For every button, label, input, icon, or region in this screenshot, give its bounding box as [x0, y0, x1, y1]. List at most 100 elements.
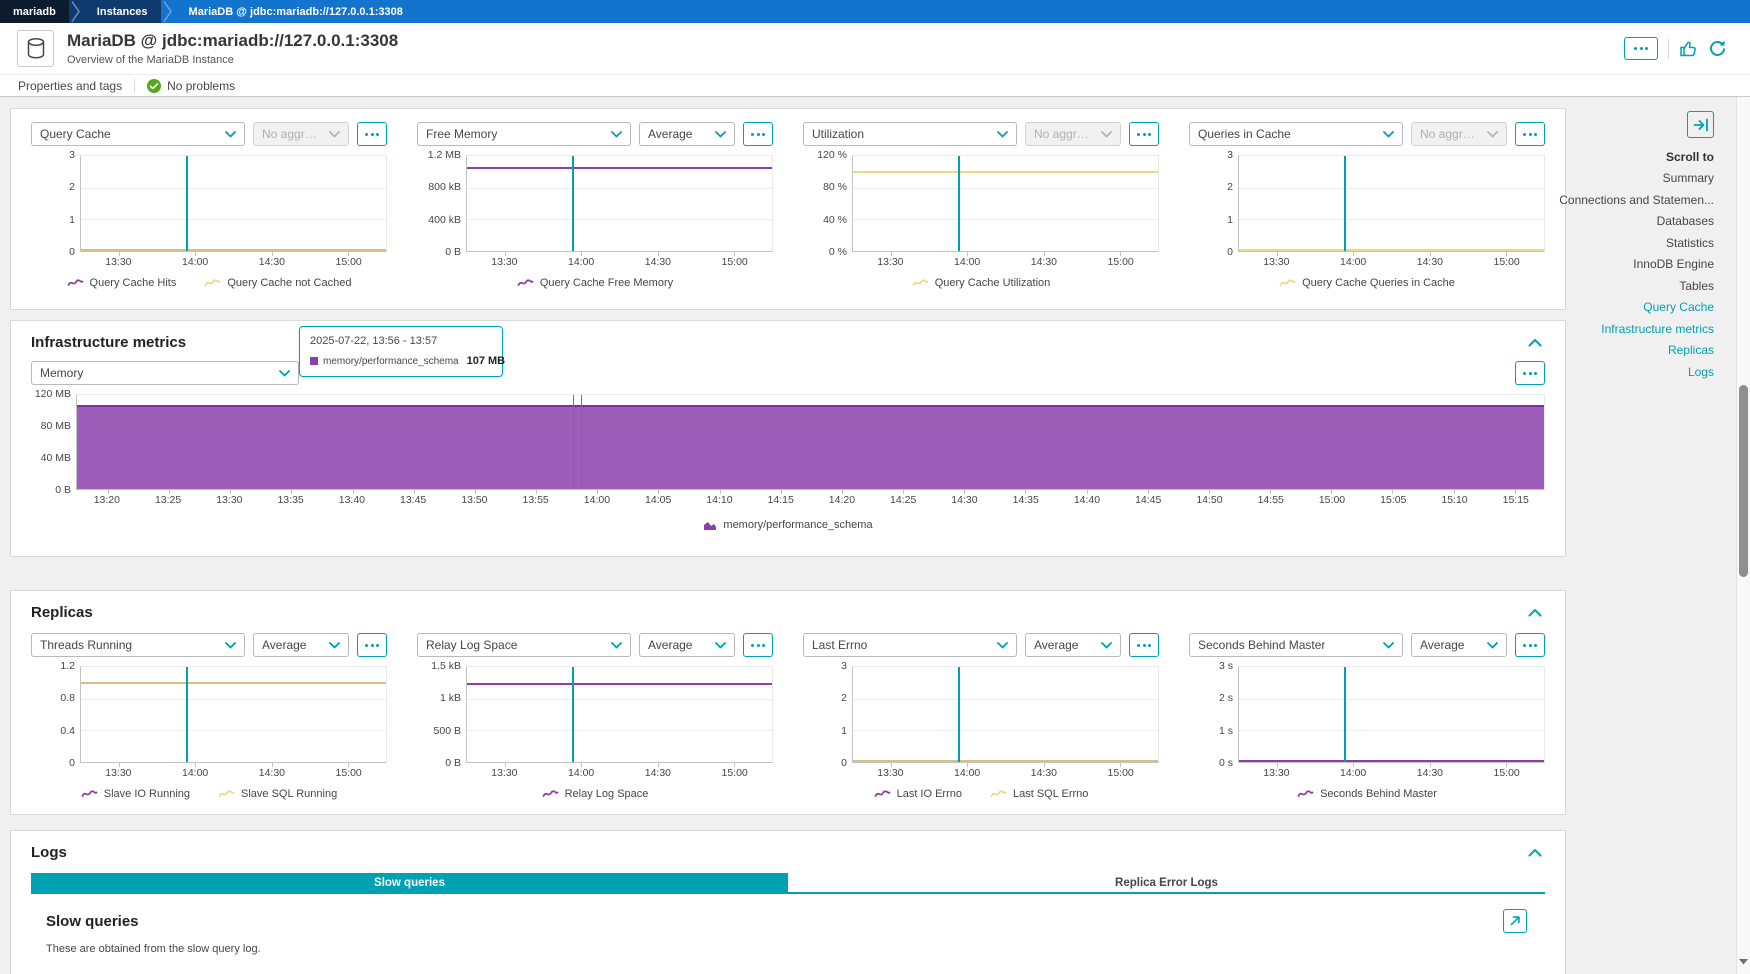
breadcrumb-item-mariadb[interactable]: mariadb — [0, 0, 69, 23]
scroll-nav-item[interactable]: Summary — [1662, 171, 1714, 185]
scroll-nav-item[interactable]: Query Cache — [1643, 300, 1714, 314]
collapse-section-button[interactable] — [1525, 605, 1545, 620]
scroll-nav-item[interactable]: Infrastructure metrics — [1601, 321, 1714, 336]
x-axis-label: 15:00 — [1493, 767, 1520, 779]
aggregation-select[interactable]: Average — [639, 633, 735, 657]
infrastructure-chart-plot[interactable] — [76, 394, 1545, 494]
legend-item[interactable]: Query Cache Queries in Cache — [1279, 277, 1455, 289]
more-button[interactable] — [1515, 633, 1545, 657]
legend-label: Last SQL Errno — [1013, 788, 1089, 800]
metric-select[interactable]: Relay Log Space — [417, 633, 631, 657]
axis-tick — [474, 490, 476, 494]
vertical-scrollbar[interactable] — [1736, 97, 1750, 974]
time-cursor — [186, 156, 189, 251]
chart-plot[interactable] — [852, 666, 1159, 767]
metric-select[interactable]: Last Errno — [803, 633, 1017, 657]
more-button[interactable] — [357, 633, 387, 657]
aggregation-select[interactable]: Average — [639, 122, 735, 146]
more-button[interactable] — [743, 122, 773, 146]
metric-tile: Utilization No aggregati... 120 % 80 % 40 % 0… — [803, 122, 1159, 289]
more-button[interactable] — [1624, 37, 1658, 60]
y-axis-label: 0 B — [445, 757, 461, 769]
breadcrumb-item-current[interactable]: MariaDB @ jdbc:mariadb://127.0.0.1:3308 — [188, 5, 403, 18]
no-problems-status[interactable]: No problems — [147, 78, 235, 93]
more-button[interactable] — [1515, 361, 1545, 385]
breadcrumb-item-instances[interactable]: Instances — [83, 0, 161, 23]
aggregation-select[interactable]: Average — [1025, 633, 1121, 657]
breadcrumb: mariadb Instances MariaDB @ jdbc:mariadb… — [0, 0, 1750, 23]
legend-item[interactable]: Slave SQL Running — [218, 788, 337, 800]
scroll-nav-item[interactable]: Replicas — [1667, 343, 1714, 357]
tab-slow-queries[interactable]: Slow queries — [31, 873, 788, 894]
gridline — [853, 219, 1158, 221]
collapse-section-button[interactable] — [1525, 335, 1545, 350]
ellipsis-icon — [1523, 132, 1537, 136]
legend-label: Relay Log Space — [564, 788, 649, 800]
more-button[interactable] — [743, 633, 773, 657]
axis-tick — [891, 763, 893, 767]
chart-plot[interactable] — [1238, 666, 1545, 767]
more-button[interactable] — [1129, 122, 1159, 146]
refresh-icon[interactable] — [1708, 39, 1727, 58]
time-cursor — [580, 395, 583, 489]
scroll-nav-item[interactable]: Logs — [1687, 364, 1714, 379]
axis-tick — [1505, 763, 1507, 767]
chart-plot[interactable] — [1238, 155, 1545, 256]
collapse-panel-button[interactable] — [1687, 111, 1714, 138]
axis-tick — [733, 252, 735, 256]
check-circle-icon — [147, 78, 162, 93]
legend-label: Slave IO Running — [103, 788, 190, 800]
chart-plot[interactable] — [80, 666, 387, 767]
metric-select[interactable]: Utilization — [803, 122, 1017, 146]
aggregation-select[interactable]: Average — [253, 633, 349, 657]
time-cursor — [572, 667, 575, 762]
aggregation-select[interactable]: Average — [1411, 633, 1507, 657]
open-in-new-window-button[interactable] — [1503, 909, 1527, 933]
more-button[interactable] — [1129, 633, 1159, 657]
select-value: No aggregati... — [262, 127, 323, 141]
scroll-nav-item[interactable]: Connections and Statemen... — [1559, 192, 1714, 207]
chart-plot[interactable] — [80, 155, 387, 256]
scroll-nav-item[interactable]: InnoDB Engine — [1633, 257, 1714, 271]
metric-select[interactable]: Queries in Cache — [1189, 122, 1403, 146]
legend-item[interactable]: Seconds Behind Master — [1297, 788, 1437, 800]
chevron-down-icon — [1383, 641, 1394, 649]
legend-item[interactable]: Last SQL Errno — [990, 788, 1088, 800]
collapse-section-button[interactable] — [1525, 845, 1545, 860]
memory-metric-select[interactable]: Memory — [31, 361, 299, 385]
scroll-nav-item[interactable]: Tables — [1679, 278, 1714, 293]
scrollbar-thumb[interactable] — [1739, 385, 1748, 577]
metric-tile: Queries in Cache No aggregati... 3 2 1 0 13:30… — [1189, 122, 1545, 289]
more-button[interactable] — [357, 122, 387, 146]
chart-plot[interactable] — [466, 666, 773, 767]
chart-plot[interactable] — [852, 155, 1159, 256]
legend-label: Slave SQL Running — [241, 788, 338, 800]
scroll-nav-item[interactable]: Statistics — [1665, 235, 1714, 250]
metric-tile: Query Cache No aggregati... 3 2 1 0 13:30 14:00… — [31, 122, 387, 289]
legend-item[interactable]: Query Cache not Cached — [204, 277, 351, 289]
metric-select[interactable]: Free Memory — [417, 122, 631, 146]
axis-tick — [107, 490, 109, 494]
x-axis-label: 15:00 — [721, 256, 748, 268]
metric-select[interactable]: Query Cache — [31, 122, 245, 146]
properties-and-tags-toggle[interactable]: Properties and tags — [18, 78, 123, 93]
scroll-nav-item[interactable]: Databases — [1656, 214, 1714, 228]
main-content: Query Cache No aggregati... 3 2 1 0 13:30 14:00… — [0, 97, 1750, 974]
tab-replica-error-logs[interactable]: Replica Error Logs — [788, 873, 1545, 894]
scrollbar-down-arrow[interactable] — [1738, 952, 1749, 970]
thumbs-up-icon[interactable] — [1679, 39, 1698, 58]
x-axis-label: 14:00 — [1339, 256, 1367, 268]
legend-item[interactable]: Query Cache Hits — [67, 277, 176, 289]
time-cursor — [1344, 156, 1347, 251]
metric-select[interactable]: Seconds Behind Master — [1189, 633, 1403, 657]
gridline — [467, 698, 772, 700]
legend-item[interactable]: Last IO Errno — [874, 788, 962, 800]
legend-item[interactable]: Query Cache Free Memory — [517, 277, 673, 289]
legend-item[interactable]: Relay Log Space — [542, 788, 649, 800]
metric-select[interactable]: Threads Running — [31, 633, 245, 657]
chart-plot[interactable] — [466, 155, 773, 256]
more-button[interactable] — [1515, 122, 1545, 146]
legend-item[interactable]: Query Cache Utilization — [912, 277, 1050, 289]
legend-item[interactable]: memory/performance_schema — [703, 519, 873, 531]
legend-item[interactable]: Slave IO Running — [81, 788, 190, 800]
